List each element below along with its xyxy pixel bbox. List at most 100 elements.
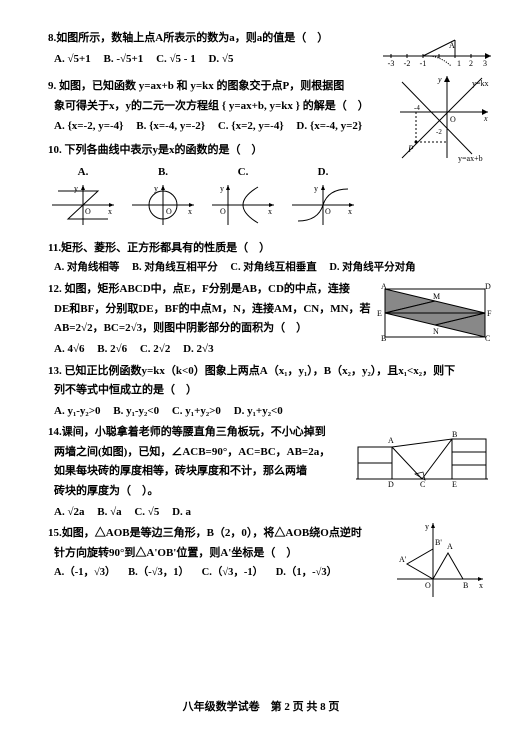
svg-text:B: B — [381, 334, 386, 343]
q10-text: 10. 下列各曲线中表示y是x的函数的是（ ） — [48, 142, 492, 160]
svg-text:B': B' — [435, 538, 442, 547]
svg-text:x: x — [108, 207, 112, 216]
svg-text:y=kx: y=kx — [472, 79, 489, 88]
svg-text:y: y — [220, 184, 224, 193]
q8-opt-b[interactable]: B. -√5+1 — [104, 53, 144, 65]
svg-text:y: y — [154, 184, 158, 193]
svg-text:O: O — [325, 207, 331, 216]
question-12: 12. 如图，矩形ABCD中，点E，F分别是AB，CD的中点，连接 DE和BF，… — [48, 281, 492, 358]
svg-text:A: A — [381, 282, 387, 291]
q10-graph-b: x y O — [128, 181, 198, 229]
q12-opt-b[interactable]: B. 2√6 — [97, 343, 127, 355]
svg-text:A: A — [447, 542, 453, 551]
svg-text:B: B — [452, 430, 457, 439]
svg-text:3: 3 — [483, 59, 487, 68]
question-14: 14.课间，小聪拿着老师的等腰直角三角板玩，不小心掉到 两墙之间(如图)，已知，… — [48, 424, 492, 521]
q13-opt-b[interactable]: B. y₁-y₂<0 — [113, 405, 159, 417]
svg-text:A: A — [388, 436, 394, 445]
q13-opt-d[interactable]: D. y₁+y₂<0 — [234, 405, 283, 417]
q11-opt-d[interactable]: D. 对角线平分对角 — [329, 262, 415, 273]
question-10: 10. 下列各曲线中表示y是x的函数的是（ ） A. xyO B. xyO C. — [48, 142, 492, 236]
svg-text:O: O — [85, 207, 91, 216]
q9-opt-d[interactable]: D. {x=-4, y=2} — [296, 120, 362, 132]
svg-text:D: D — [485, 282, 491, 291]
svg-text:y: y — [314, 184, 318, 193]
q10-graph-d: x y O — [288, 181, 358, 229]
svg-text:2: 2 — [469, 59, 473, 68]
svg-text:D: D — [388, 480, 394, 487]
svg-text:-3: -3 — [388, 59, 395, 68]
question-13: 13. 已知正比例函数y=kx（k<0）图象上两点A（x₁，y₁），B（x₂，y… — [48, 363, 492, 421]
svg-text:y: y — [425, 522, 429, 531]
q11-opt-a[interactable]: A. 对角线相等 — [54, 262, 119, 273]
q10-graph-a: x y O — [48, 181, 118, 229]
svg-text:x: x — [348, 207, 352, 216]
svg-text:-1: -1 — [420, 59, 427, 68]
q13-opt-a[interactable]: A. y₁-y₂>0 — [54, 405, 100, 417]
q11-opt-c[interactable]: C. 对角线互相垂直 — [230, 262, 316, 273]
svg-text:C: C — [485, 334, 490, 343]
svg-text:-2: -2 — [404, 59, 411, 68]
svg-text:O: O — [220, 207, 226, 216]
svg-text:F: F — [487, 309, 492, 318]
svg-text:y: y — [74, 184, 78, 193]
q9-opt-b[interactable]: B. {x=-4, y=-2} — [136, 120, 205, 132]
q11-opt-b[interactable]: B. 对角线互相平分 — [132, 262, 218, 273]
q12-rectangle-diagram: A D B C E F M N — [377, 281, 492, 345]
svg-text:y: y — [437, 75, 442, 84]
svg-text:N: N — [433, 327, 439, 336]
svg-text:x: x — [268, 207, 272, 216]
q10-opt-b[interactable]: B. xyO — [128, 164, 198, 236]
q10-opt-a[interactable]: A. xyO — [48, 164, 118, 236]
svg-text:B: B — [463, 581, 468, 590]
question-8: 8.如图所示，数轴上点A所表示的数为a，则a的值是（ ） A. √5+1 B. … — [48, 30, 492, 68]
q8-opt-d[interactable]: D. √5 — [208, 53, 233, 65]
q15-opt-a[interactable]: A.（-1，√3） — [54, 567, 115, 578]
q11-options: A. 对角线相等 B. 对角线互相平分 C. 对角线互相垂直 D. 对角线平分对… — [48, 260, 492, 277]
q14-opt-a[interactable]: A. √2a — [54, 506, 84, 518]
svg-text:O: O — [166, 207, 172, 216]
q14-opt-c[interactable]: C. √5 — [134, 506, 159, 518]
q14-opt-d[interactable]: D. a — [172, 506, 191, 518]
svg-text:-4: -4 — [414, 104, 420, 112]
q15-opt-b[interactable]: B.（-√3，1） — [128, 567, 189, 578]
q9-opt-a[interactable]: A. {x=-2, y=-4} — [54, 120, 123, 132]
q10-graph-c: x y O — [208, 181, 278, 229]
svg-text:x: x — [479, 581, 483, 590]
q12-opt-d[interactable]: D. 2√3 — [183, 343, 213, 355]
q12-opt-a[interactable]: A. 4√6 — [54, 343, 84, 355]
q15-opt-d[interactable]: D.（1，-√3） — [276, 567, 337, 578]
svg-text:O: O — [450, 115, 456, 124]
q12-opt-c[interactable]: C. 2√2 — [140, 343, 170, 355]
svg-text:x: x — [188, 207, 192, 216]
q15-opt-c[interactable]: C.（√3，-1） — [202, 567, 263, 578]
svg-text:C: C — [420, 480, 425, 487]
q13-text2: 列不等式中恒成立的是（ ） — [48, 382, 492, 400]
page-footer: 八年级数学试卷 第 2 页 共 8 页 — [0, 699, 522, 717]
q13-opt-c[interactable]: C. y₁+y₂>0 — [172, 405, 221, 417]
svg-text:E: E — [377, 309, 382, 318]
q8-numberline-diagram: -3 -2 -1 1 2 3 A — [379, 36, 497, 70]
q9-opt-c[interactable]: C. {x=2, y=-4} — [218, 120, 284, 132]
svg-text:x: x — [483, 114, 488, 123]
q8-opt-c[interactable]: C. √5 - 1 — [156, 53, 196, 65]
question-15: 15.如图，△AOB是等边三角形，B（2，0），将△AOB绕O点逆时 针方向旋转… — [48, 525, 492, 582]
svg-text:-2: -2 — [436, 128, 442, 136]
svg-text:M: M — [433, 292, 440, 301]
q8-opt-a[interactable]: A. √5+1 — [54, 53, 91, 65]
svg-text:A: A — [449, 41, 455, 50]
q11-text: 11.矩形、菱形、正方形都具有的性质是（ ） — [48, 240, 492, 258]
q14-triangle-diagram: A B C D E — [352, 429, 492, 487]
q14-opt-b[interactable]: B. √a — [97, 506, 121, 518]
q10-opt-c[interactable]: C. xyO — [208, 164, 278, 236]
svg-text:O: O — [425, 581, 431, 590]
q10-opt-d[interactable]: D. xyO — [288, 164, 358, 236]
question-9: 9. 如图，已知函数 y=ax+b 和 y=kx 的图象交于点P，则根据图 象可… — [48, 78, 492, 136]
question-11: 11.矩形、菱形、正方形都具有的性质是（ ） A. 对角线相等 B. 对角线互相… — [48, 240, 492, 277]
q15-coordinate-diagram: A B O A' B' x y — [393, 519, 488, 601]
svg-text:A': A' — [399, 555, 407, 564]
svg-text:E: E — [452, 480, 457, 487]
svg-text:1: 1 — [457, 59, 461, 68]
q13-text: 13. 已知正比例函数y=kx（k<0）图象上两点A（x₁，y₁），B（x₂，y… — [48, 363, 492, 381]
q13-options: A. y₁-y₂>0 B. y₁-y₂<0 C. y₁+y₂>0 D. y₁+y… — [48, 403, 492, 421]
